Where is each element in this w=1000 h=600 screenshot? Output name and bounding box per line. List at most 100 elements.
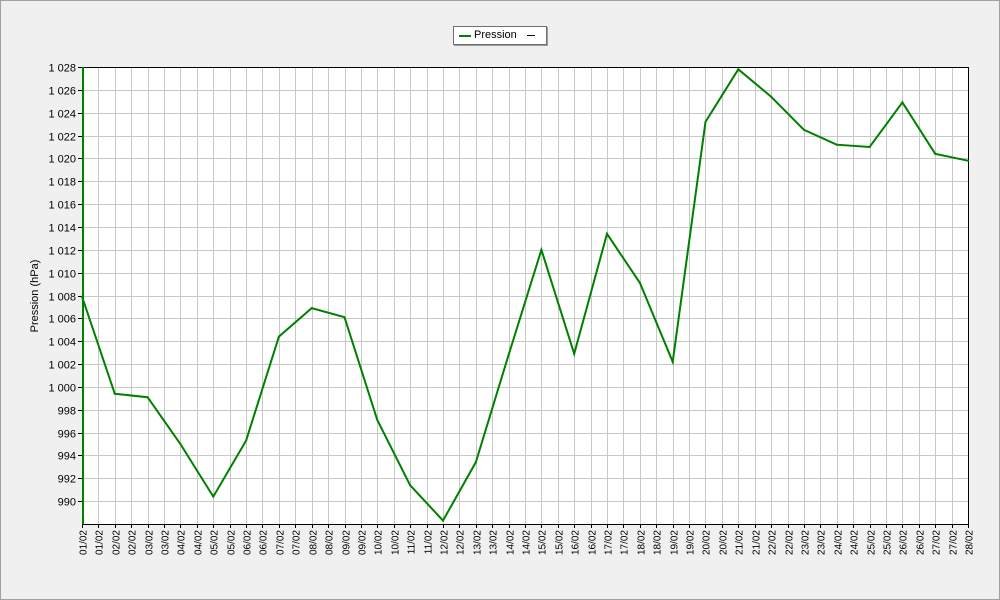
x-tick-label: 19/02 — [670, 530, 681, 555]
x-tick-label: 08/02 — [309, 530, 320, 555]
data-point — [835, 143, 838, 146]
y-tick-label: 990 — [58, 497, 76, 509]
y-tick-label: 1 000 — [48, 383, 76, 395]
x-tick-label: 14/02 — [522, 530, 533, 555]
y-tick-label: 1 012 — [48, 246, 76, 258]
y-tick-label: 1 008 — [48, 292, 76, 304]
y-tick-label: 1 028 — [48, 63, 76, 75]
data-point — [81, 295, 83, 298]
y-tick-label: 1 026 — [48, 86, 76, 98]
data-point — [540, 248, 543, 251]
data-point — [638, 281, 641, 284]
y-tick-label: 1 014 — [48, 223, 76, 235]
y-tick-label: 1 004 — [48, 337, 76, 349]
x-tick-label: 11/02 — [407, 530, 418, 555]
x-tick-label: 27/02 — [932, 530, 943, 555]
data-point — [967, 159, 969, 162]
data-point — [113, 392, 116, 395]
x-tick-label: 05/02 — [210, 530, 221, 555]
y-tick-label: 1 002 — [48, 360, 76, 372]
x-tick-label: 25/02 — [867, 530, 878, 555]
data-point — [409, 484, 412, 487]
x-tick-label: 09/02 — [342, 530, 353, 555]
x-tick-label: 25/02 — [883, 530, 894, 555]
x-tick-label: 20/02 — [719, 530, 730, 555]
y-tick-label: 1 016 — [48, 200, 76, 212]
x-tick-label: 26/02 — [916, 530, 927, 555]
data-point — [934, 152, 937, 155]
series-line-pression — [81, 67, 969, 523]
x-tick-label: 10/02 — [374, 530, 385, 555]
data-point — [212, 495, 215, 498]
y-tick-label: 992 — [58, 474, 76, 486]
x-tick-label: 21/02 — [752, 530, 763, 555]
y-tick-label: 1 018 — [48, 177, 76, 189]
x-tick-label: 06/02 — [243, 530, 254, 555]
x-tick-label: 20/02 — [702, 530, 713, 555]
x-tick-label: 14/02 — [506, 530, 517, 555]
data-point — [277, 335, 280, 338]
legend-dash — [527, 35, 535, 36]
x-tick-label: 02/02 — [112, 530, 123, 555]
x-tick-label: 22/02 — [768, 530, 779, 555]
data-point — [474, 461, 477, 464]
x-tick-label: 16/02 — [571, 530, 582, 555]
x-tick-label: 04/02 — [177, 530, 188, 555]
x-tick-label: 08/02 — [325, 530, 336, 555]
legend: Pression — [453, 26, 547, 45]
data-point — [376, 419, 379, 421]
x-tick-label: 11/02 — [424, 530, 435, 555]
x-tick-label: 18/02 — [637, 530, 648, 555]
x-tick-label: 06/02 — [259, 530, 270, 555]
x-tick-label: 01/02 — [95, 530, 106, 555]
data-point — [573, 352, 576, 355]
x-tick-label: 22/02 — [785, 530, 796, 555]
data-point — [245, 439, 248, 442]
x-tick-label: 03/02 — [161, 530, 172, 555]
x-tick-label: 10/02 — [391, 530, 402, 555]
data-point — [868, 146, 871, 148]
x-tick-label: 17/02 — [620, 530, 631, 555]
data-point — [737, 68, 740, 71]
data-point — [901, 101, 904, 104]
data-point — [606, 232, 608, 235]
x-tick-label: 12/02 — [456, 530, 467, 555]
data-point — [343, 316, 346, 319]
y-tick-label: 998 — [58, 406, 76, 418]
x-tick-label: 28/02 — [965, 530, 976, 555]
x-tick-label: 07/02 — [292, 530, 303, 555]
x-tick-label: 05/02 — [227, 530, 238, 555]
x-tick-label: 23/02 — [817, 530, 828, 555]
data-point — [310, 307, 313, 310]
x-tick-label: 19/02 — [686, 530, 697, 555]
x-tick-label: 15/02 — [538, 530, 549, 555]
x-tick-label: 03/02 — [145, 530, 156, 555]
data-point — [507, 353, 510, 356]
y-tick-label: 994 — [58, 451, 76, 463]
x-tick-label: 27/02 — [949, 530, 960, 555]
data-point — [770, 95, 773, 98]
data-point — [802, 128, 805, 131]
x-tick-label: 23/02 — [801, 530, 812, 555]
x-tick-label: 07/02 — [276, 530, 287, 555]
y-tick-label: 1 024 — [48, 109, 76, 121]
x-tick-label: 01/02 — [79, 530, 90, 555]
x-tick-label: 04/02 — [194, 530, 205, 555]
y-tick-label: 1 010 — [48, 269, 76, 281]
x-tick-label: 13/02 — [473, 530, 484, 555]
y-tick-label: 1 006 — [48, 314, 76, 326]
x-tick-label: 17/02 — [604, 530, 615, 555]
x-tick-label: 02/02 — [128, 530, 139, 555]
legend-label-pression: Pression — [474, 29, 517, 41]
x-tick-label: 26/02 — [899, 530, 910, 555]
x-tick-label: 24/02 — [850, 530, 861, 555]
data-point — [442, 519, 444, 522]
y-axis-label: Pression (hPa) — [29, 260, 41, 333]
y-tick-label: 996 — [58, 429, 76, 441]
x-tick-label: 24/02 — [834, 530, 845, 555]
y-tick-label: 1 022 — [48, 132, 76, 144]
x-tick-label: 18/02 — [653, 530, 664, 555]
data-point — [671, 360, 674, 363]
y-tick-label: 1 020 — [48, 154, 76, 166]
